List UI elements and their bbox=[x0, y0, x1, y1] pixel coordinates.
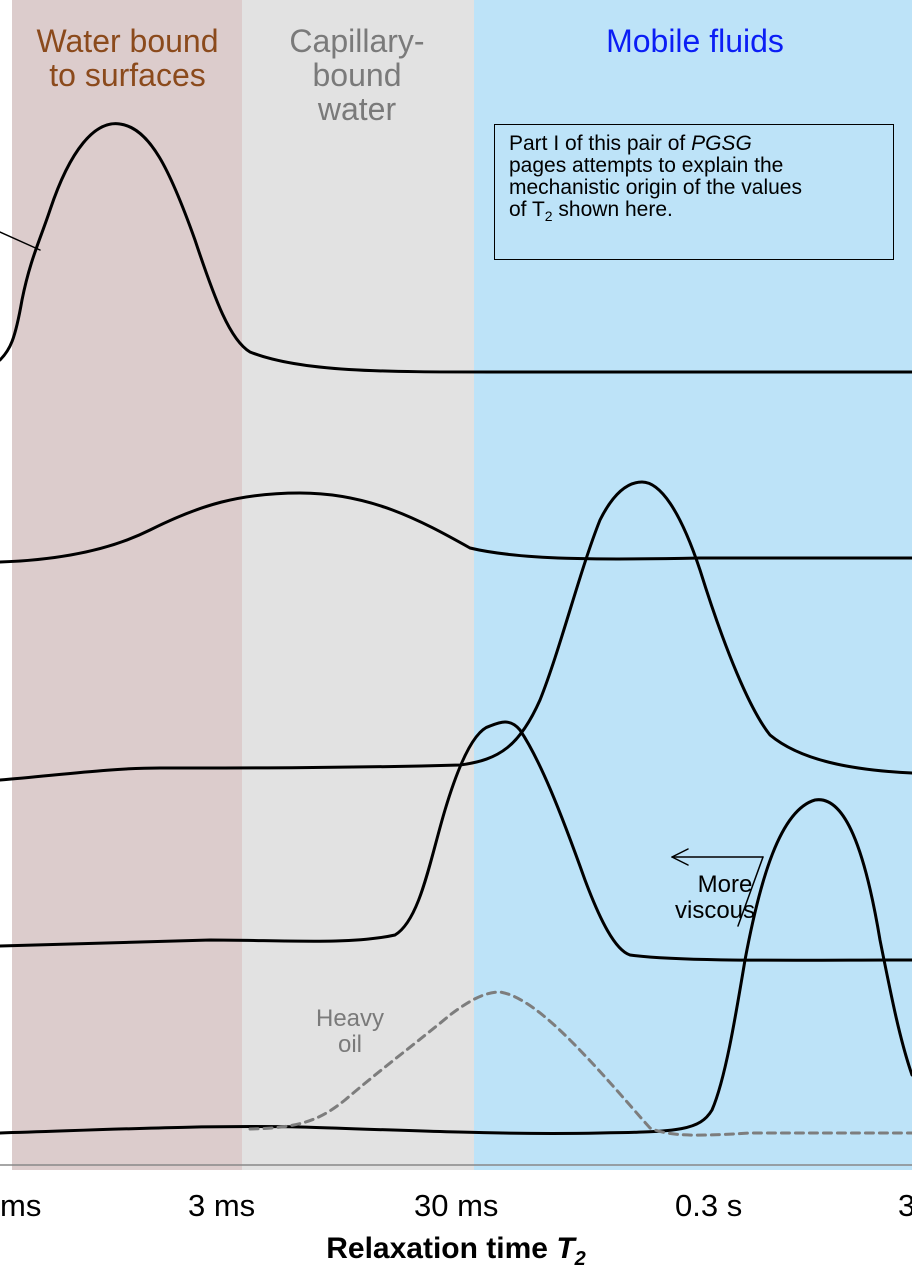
tick-label-ms: ms bbox=[0, 1188, 42, 1223]
heavy-label: Heavy bbox=[315, 1005, 385, 1032]
curve-5 bbox=[0, 798, 912, 1135]
axis-title-sub: 2 bbox=[574, 1248, 586, 1270]
note-line-4-prefix: of T bbox=[509, 198, 545, 221]
pointer-line bbox=[0, 231, 41, 251]
mobile-fluids-band bbox=[474, 0, 912, 1170]
axis-title-var: T bbox=[556, 1232, 575, 1265]
surface-bound-band bbox=[12, 0, 242, 1170]
surface-band-label: Water bound to surfaces bbox=[36, 23, 219, 93]
explanation-note-box: Part I of this pair of PGSG pages attemp… bbox=[494, 124, 894, 260]
viscous-pointer bbox=[737, 856, 764, 927]
note-line-3: mechanistic origin of the values bbox=[509, 176, 802, 199]
tick-label-3ms: 3 ms bbox=[188, 1188, 256, 1223]
viscous-arrow-head bbox=[671, 848, 689, 866]
note-line-4-sub: 2 bbox=[544, 208, 553, 225]
note-line-2: pages attempts to explain the bbox=[509, 154, 784, 177]
x-axis-title: Relaxation time T2 bbox=[0, 1232, 912, 1271]
tick-label-3: 3 bbox=[898, 1188, 912, 1223]
curve-4 bbox=[0, 720, 912, 962]
note-line-4-suffix: shown here. bbox=[552, 198, 673, 221]
capillary-bound-band bbox=[242, 0, 474, 1170]
heavy-oil-curve bbox=[248, 990, 912, 1137]
mobile-band-label: Mobile fluids bbox=[606, 23, 784, 59]
tick-label-0-3s: 0.3 s bbox=[675, 1188, 743, 1223]
curve-3 bbox=[0, 480, 912, 782]
axis-title-text: Relaxation time bbox=[326, 1232, 557, 1265]
tick-label-30ms: 30 ms bbox=[414, 1188, 499, 1223]
more-label: More bbox=[697, 871, 753, 898]
note-pgsg-italic: PGSG bbox=[691, 132, 752, 155]
curve-2 bbox=[0, 491, 912, 564]
more-viscous-label: More viscous bbox=[660, 872, 770, 924]
note-line-4: of T2 shown here. bbox=[509, 199, 883, 227]
curve-1 bbox=[0, 122, 912, 374]
capillary-band-label: Capillary- bound water bbox=[289, 23, 425, 127]
note-line-1: Part I of this pair of PGSG bbox=[509, 133, 883, 155]
heavy-oil-label: Heavy oil bbox=[300, 1006, 400, 1058]
oil-label: oil bbox=[337, 1031, 362, 1058]
viscous-label: viscous bbox=[674, 897, 756, 924]
note-line-1-text: Part I of this pair of bbox=[509, 132, 692, 155]
